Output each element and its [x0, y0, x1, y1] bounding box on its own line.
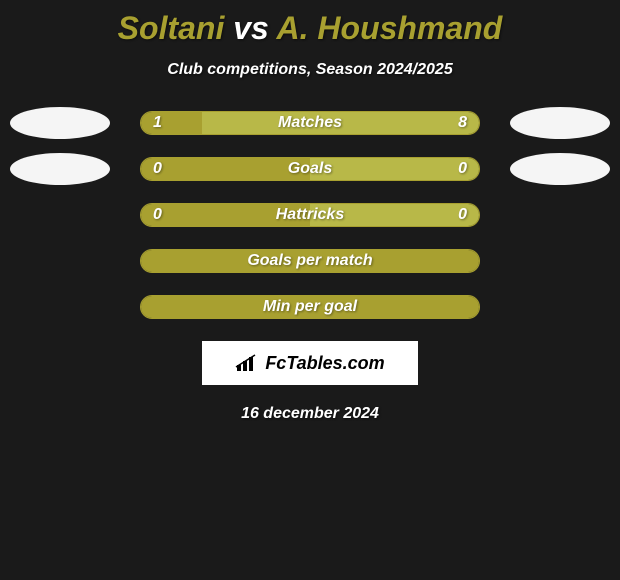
player2-avatar	[510, 153, 610, 185]
stat-bar: Goals per match	[140, 249, 480, 273]
stat-row: Goals per match	[0, 249, 620, 273]
date-line: 16 december 2024	[0, 405, 620, 423]
stat-bar: 00Hattricks	[140, 203, 480, 227]
stat-label: Hattricks	[141, 204, 479, 226]
stat-row: 18Matches	[0, 111, 620, 135]
stat-label: Goals	[141, 158, 479, 180]
title-player1: Soltani	[118, 10, 225, 46]
stat-bar: Min per goal	[140, 295, 480, 319]
stats-area: 18Matches 00Goals 00Hattricks Goals per mat…	[0, 111, 620, 319]
stat-label: Min per goal	[141, 296, 479, 318]
player1-avatar	[10, 107, 110, 139]
player1-avatar	[10, 153, 110, 185]
title-player2: A. Houshmand	[277, 10, 503, 46]
comparison-title: Soltani vs A. Houshmand	[0, 0, 620, 47]
stat-row: 00Goals	[0, 157, 620, 181]
brand-logo[interactable]: FcTables.com	[202, 341, 418, 385]
stat-row: Min per goal	[0, 295, 620, 319]
bar-chart-icon	[235, 353, 259, 373]
brand-logo-text: FcTables.com	[265, 353, 384, 374]
stat-label: Matches	[141, 112, 479, 134]
title-vs: vs	[233, 10, 269, 46]
stat-row: 00Hattricks	[0, 203, 620, 227]
subtitle: Club competitions, Season 2024/2025	[0, 61, 620, 79]
player2-avatar	[510, 107, 610, 139]
stat-label: Goals per match	[141, 250, 479, 272]
stat-bar: 18Matches	[140, 111, 480, 135]
stat-bar: 00Goals	[140, 157, 480, 181]
